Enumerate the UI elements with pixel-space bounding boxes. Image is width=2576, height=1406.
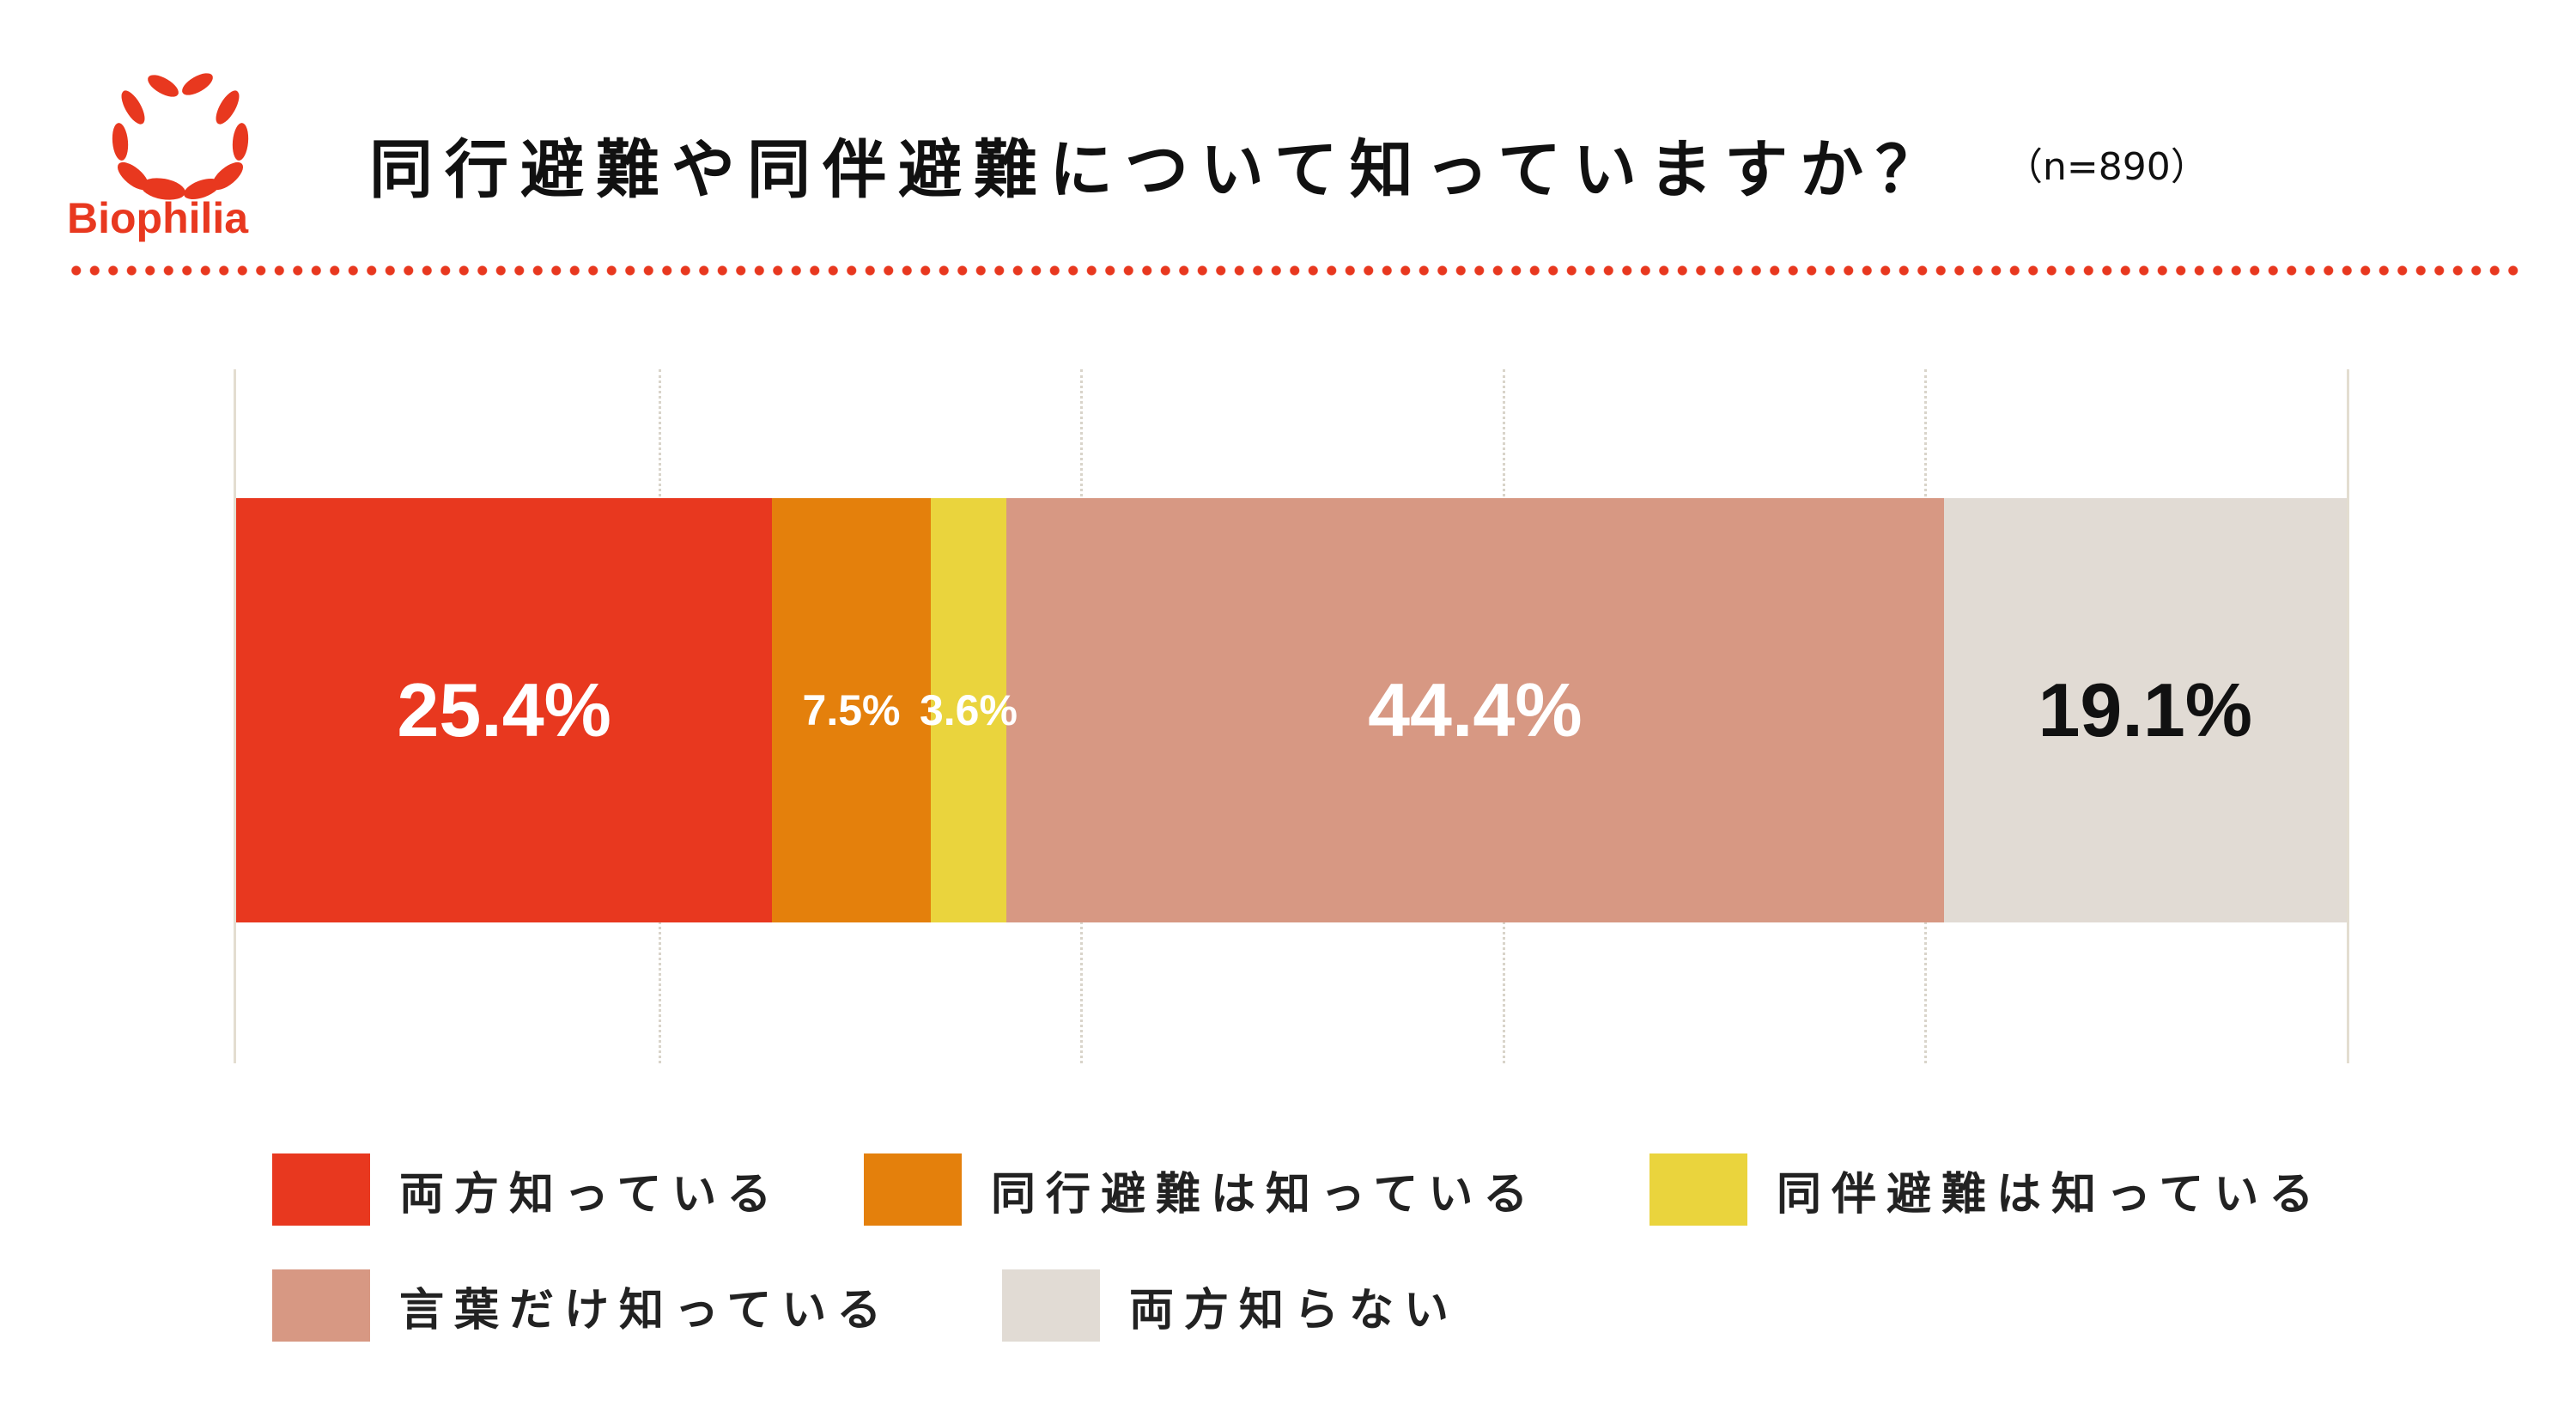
data-label: 3.6% [919, 686, 1018, 734]
legend-swatch [1649, 1153, 1747, 1226]
legend-item: 両方知らない [1002, 1269, 1459, 1342]
bar-segment [772, 498, 931, 922]
data-label: 19.1% [2038, 667, 2253, 752]
data-label: 25.4% [397, 667, 611, 752]
legend-item: 言葉だけ知っている [272, 1269, 891, 1342]
dotted-divider [67, 265, 2524, 277]
legend-swatch [864, 1153, 962, 1226]
legend-swatch [272, 1269, 370, 1342]
bar-segment [1006, 498, 1944, 922]
sample-size: （n=890） [2005, 145, 2208, 189]
bar-segment [930, 498, 1007, 922]
data-label: 7.5% [802, 686, 901, 734]
legend-swatch [272, 1153, 370, 1226]
biophilia-logo-wreath-icon [112, 73, 249, 200]
legend-swatch [1002, 1269, 1100, 1342]
axis-right [2347, 369, 2349, 1063]
legend-label: 両方知らない [1129, 1284, 1460, 1336]
legend-label: 同行避難は知っている [991, 1168, 1539, 1220]
legend-item: 同伴避難は知っている [1649, 1153, 2324, 1226]
axis-left [234, 369, 236, 1063]
brand-name: Biophilia [67, 194, 249, 242]
legend-item: 両方知っている [272, 1153, 781, 1226]
bar-segment [1943, 498, 2347, 922]
legend-label: 両方知っている [399, 1168, 782, 1220]
data-label: 44.4% [1368, 667, 1583, 752]
legend-label: 同伴避難は知っている [1777, 1168, 2324, 1220]
chart-title: 同行避難や同伴避難について知っていますか？ [369, 133, 1952, 207]
legend-label: 言葉だけ知っている [399, 1284, 892, 1336]
bar-segment [236, 498, 773, 922]
legend-item: 同行避難は知っている [864, 1153, 1538, 1226]
